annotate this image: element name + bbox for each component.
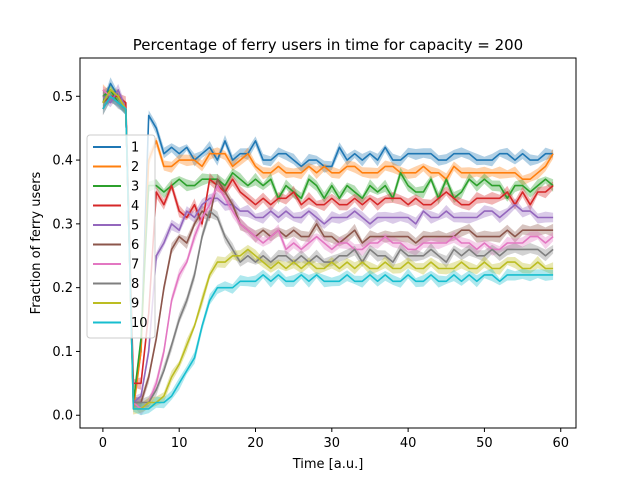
x-tick-label: 30 <box>324 436 341 451</box>
x-tick-label: 50 <box>476 436 493 451</box>
plot-frame <box>79 57 577 429</box>
series-line-4 <box>102 95 554 385</box>
series-line-1 <box>102 82 554 404</box>
y-tick-label: 0.1 <box>52 345 73 360</box>
series-line-7 <box>102 89 554 410</box>
legend-label-8: 8 <box>131 277 139 292</box>
x-axis-ticks: 0 10 20 30 40 50 60 <box>99 428 569 451</box>
series-line-8 <box>102 95 554 404</box>
x-tick-label: 60 <box>552 436 569 451</box>
y-tick-label: 0.4 <box>52 154 73 169</box>
series-line-3 <box>102 89 554 404</box>
x-tick-label: 0 <box>99 436 107 451</box>
series-line-10 <box>102 95 554 410</box>
legend: 1 2 3 4 5 6 7 8 9 10 <box>86 134 156 339</box>
legend-label-5: 5 <box>131 219 139 234</box>
legend-label-9: 9 <box>131 297 139 312</box>
legend-label-1: 1 <box>131 141 139 156</box>
legend-label-7: 7 <box>131 258 139 273</box>
legend-label-6: 6 <box>131 238 139 253</box>
legend-label-3: 3 <box>131 180 139 195</box>
x-axis-title: Time [a.u.] <box>292 457 364 472</box>
series-line-9 <box>102 89 554 410</box>
x-tick-label: 20 <box>247 436 264 451</box>
x-tick-label: 40 <box>400 436 417 451</box>
legend-label-2: 2 <box>131 160 139 175</box>
series-line-6 <box>102 95 554 404</box>
series-line-2 <box>102 89 554 410</box>
series-band-7 <box>102 86 554 416</box>
y-axis-title: Fraction of ferry users <box>29 171 44 314</box>
series-lines <box>102 82 554 410</box>
x-tick-label: 10 <box>171 436 188 451</box>
legend-label-10: 10 <box>131 316 148 331</box>
series-band-6 <box>102 92 554 408</box>
series-line-5 <box>102 89 554 404</box>
legend-box <box>86 134 156 339</box>
y-tick-label: 0.0 <box>52 409 73 424</box>
legend-label-4: 4 <box>131 199 139 214</box>
y-tick-label: 0.5 <box>52 90 73 105</box>
y-axis-ticks: 0.0 0.1 0.2 0.3 0.4 0.5 <box>52 90 80 424</box>
y-tick-label: 0.3 <box>52 217 73 232</box>
series-band-8 <box>102 91 554 409</box>
chart-title: Percentage of ferry users in time for ca… <box>133 36 523 54</box>
y-tick-label: 0.2 <box>52 281 73 296</box>
